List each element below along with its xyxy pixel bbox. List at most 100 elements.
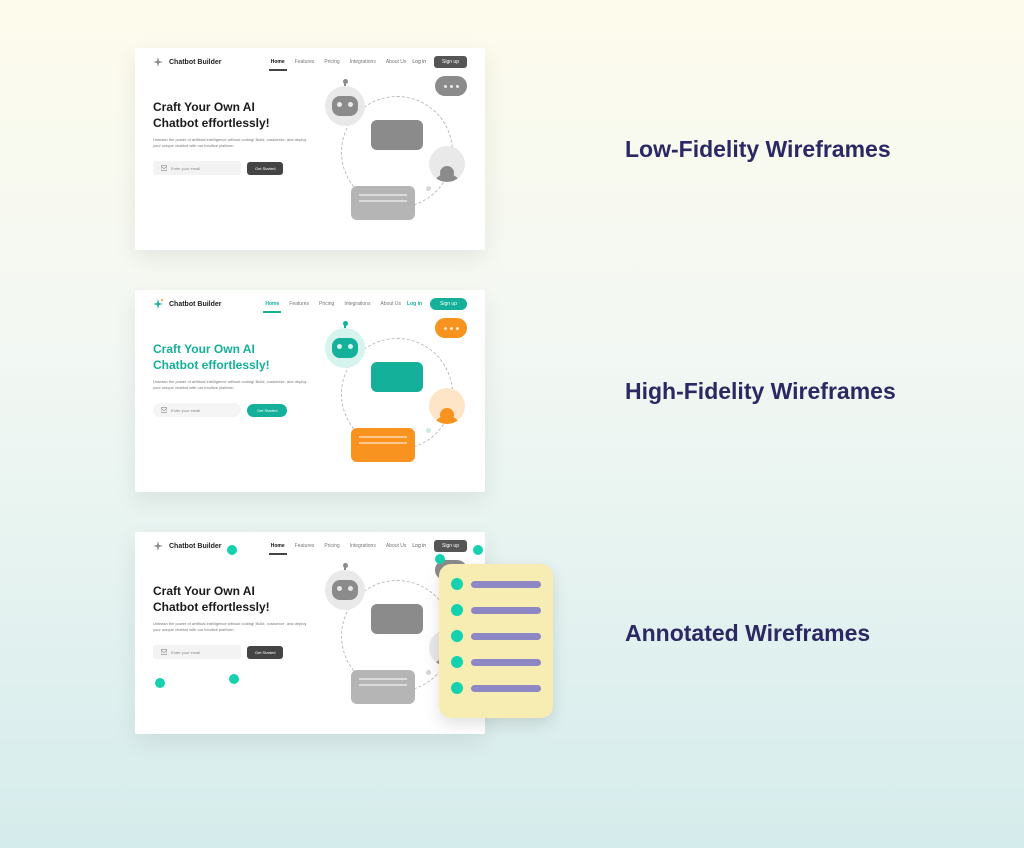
brand-name: Chatbot Builder [169, 59, 222, 66]
hero-subtitle: Unleash the power of artificial intellig… [153, 379, 313, 391]
email-input[interactable]: Enter your email [153, 645, 241, 659]
nav-home[interactable]: Home [265, 301, 279, 307]
row-hifi: Chatbot Builder Home Features Pricing In… [0, 250, 1024, 492]
orbit-dot [426, 186, 431, 191]
cta-button[interactable]: Get Started [247, 404, 287, 417]
label-hifi: High-Fidelity Wireframes [625, 378, 896, 405]
topbar: Chatbot Builder Home Features Pricing In… [135, 48, 485, 70]
nav-integrations[interactable]: Integrations [344, 301, 370, 307]
sparkle-icon [153, 541, 163, 551]
email-placeholder-text: Enter your email [171, 408, 200, 413]
nav-about[interactable]: About Us [386, 543, 407, 549]
annotation-list-card [439, 564, 553, 718]
wireframe-card-anno: Chatbot Builder Home Features Pricing In… [135, 532, 485, 734]
email-input[interactable]: Enter your email [153, 403, 241, 417]
signup-button[interactable]: Sign up [434, 56, 467, 68]
email-row: Enter your email Get Started [153, 645, 313, 659]
signup-button[interactable]: Sign up [434, 540, 467, 552]
bot-avatar [325, 570, 365, 610]
hero-line2: Chatbot effortlessly! [153, 358, 270, 372]
typing-indicator [435, 318, 467, 338]
chat-bubble-1 [371, 362, 423, 392]
cta-button[interactable]: Get Started [247, 646, 283, 659]
hero-title: Craft Your Own AI Chatbot effortlessly! [153, 342, 313, 373]
nav-about[interactable]: About Us [380, 301, 401, 307]
chat-bubble-2 [351, 670, 415, 704]
chat-bubble-2 [351, 186, 415, 220]
wireframe-card-hifi: Chatbot Builder Home Features Pricing In… [135, 290, 485, 492]
hero: Craft Your Own AI Chatbot effortlessly! … [153, 100, 313, 175]
hero-line1: Craft Your Own AI [153, 100, 255, 114]
nav-features[interactable]: Features [295, 59, 315, 65]
annotation-row [451, 656, 541, 668]
hero-line1: Craft Your Own AI [153, 342, 255, 356]
annotation-marker [155, 678, 165, 688]
hero-line2: Chatbot effortlessly! [153, 600, 270, 614]
nav-pricing[interactable]: Pricing [319, 301, 334, 307]
auth: Log in Sign up [412, 540, 467, 552]
annotation-row [451, 604, 541, 616]
topbar: Chatbot Builder Home Features Pricing In… [135, 290, 485, 312]
chat-bubble-1 [371, 120, 423, 150]
annotation-row [451, 682, 541, 694]
orbit-dot [426, 428, 431, 433]
annotation-marker [473, 545, 483, 555]
nav-pricing[interactable]: Pricing [324, 543, 339, 549]
nav-features[interactable]: Features [295, 543, 315, 549]
nav: Home Features Pricing Integrations About… [271, 59, 407, 65]
nav-home[interactable]: Home [271, 59, 285, 65]
typing-indicator [435, 76, 467, 96]
topbar: Chatbot Builder Home Features Pricing In… [135, 532, 485, 554]
orbit-dot [426, 670, 431, 675]
nav-home[interactable]: Home [271, 543, 285, 549]
annotation-row [451, 578, 541, 590]
annotation-marker [229, 674, 239, 684]
nav-features[interactable]: Features [289, 301, 309, 307]
mail-icon [161, 165, 167, 171]
email-row: Enter your email Get Started [153, 161, 313, 175]
hero-subtitle: Unleash the power of artificial intellig… [153, 621, 313, 633]
bot-avatar [325, 328, 365, 368]
signup-button[interactable]: Sign up [430, 298, 467, 310]
nav-about[interactable]: About Us [386, 59, 407, 65]
nav-integrations[interactable]: Integrations [350, 543, 376, 549]
illustration [321, 76, 471, 236]
brand-name: Chatbot Builder [169, 301, 222, 308]
person-avatar [429, 388, 465, 424]
hero-title: Craft Your Own AI Chatbot effortlessly! [153, 584, 313, 615]
hero: Craft Your Own AI Chatbot effortlessly! … [153, 342, 313, 417]
annotation-marker [227, 545, 237, 555]
row-lofi: Chatbot Builder Home Features Pricing In… [0, 0, 1024, 250]
email-placeholder-text: Enter your email [171, 166, 200, 171]
chat-bubble-2 [351, 428, 415, 462]
email-placeholder-text: Enter your email [171, 650, 200, 655]
hero-subtitle: Unleash the power of artificial intellig… [153, 137, 313, 149]
chat-bubble-1 [371, 604, 423, 634]
annotation-row [451, 630, 541, 642]
row-anno: Chatbot Builder Home Features Pricing In… [0, 492, 1024, 734]
nav: Home Features Pricing Integrations About… [265, 301, 401, 307]
nav: Home Features Pricing Integrations About… [271, 543, 407, 549]
email-row: Enter your email Get Started [153, 403, 313, 417]
nav-pricing[interactable]: Pricing [324, 59, 339, 65]
annotation-marker [435, 554, 445, 564]
login-link[interactable]: Log in [412, 543, 426, 549]
login-link[interactable]: Log in [407, 301, 422, 307]
label-anno: Annotated Wireframes [625, 620, 870, 647]
cta-button[interactable]: Get Started [247, 162, 283, 175]
brand-name: Chatbot Builder [169, 543, 222, 550]
hero: Craft Your Own AI Chatbot effortlessly! … [153, 584, 313, 659]
hero-line1: Craft Your Own AI [153, 584, 255, 598]
sparkle-icon [153, 299, 163, 309]
mail-icon [161, 649, 167, 655]
hero-line2: Chatbot effortlessly! [153, 116, 270, 130]
bot-avatar [325, 86, 365, 126]
label-lofi: Low-Fidelity Wireframes [625, 136, 891, 163]
nav-integrations[interactable]: Integrations [350, 59, 376, 65]
illustration [321, 318, 471, 478]
login-link[interactable]: Log in [412, 59, 426, 65]
wireframe-card-lofi: Chatbot Builder Home Features Pricing In… [135, 48, 485, 250]
sparkle-icon [153, 57, 163, 67]
email-input[interactable]: Enter your email [153, 161, 241, 175]
auth: Log in Sign up [407, 298, 467, 310]
